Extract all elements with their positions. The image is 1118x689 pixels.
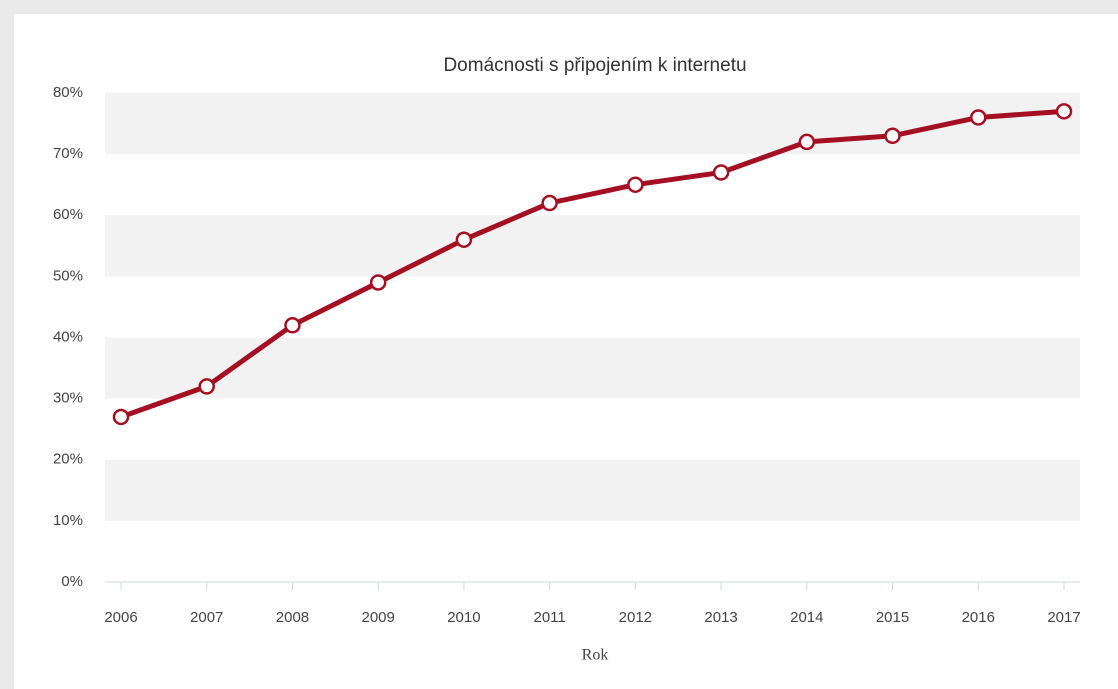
y-tick-label: 70% — [53, 145, 83, 162]
x-tick-label: 2015 — [876, 609, 909, 626]
data-line — [120, 108, 1065, 420]
x-tick-label: 2009 — [361, 609, 394, 626]
x-tick-label: 2017 — [1047, 609, 1080, 626]
data-point — [369, 274, 387, 291]
data-point — [112, 408, 130, 426]
y-tick-label: 50% — [53, 267, 83, 284]
data-point — [712, 164, 730, 181]
data-point — [970, 109, 987, 126]
x-tick-label: 2013 — [704, 609, 737, 626]
x-tick-label: 2010 — [447, 609, 480, 626]
y-tick-label: 80% — [53, 84, 83, 101]
data-point — [455, 231, 473, 248]
grid-band — [105, 93, 1080, 155]
data-point — [284, 317, 301, 334]
data-point — [884, 127, 901, 145]
data-point — [1055, 103, 1073, 120]
x-tick-label: 2012 — [619, 609, 652, 626]
y-tick-label: 20% — [53, 451, 83, 468]
data-point — [627, 176, 644, 193]
y-tick-label: 30% — [53, 390, 83, 407]
grid-band — [105, 459, 1080, 521]
x-axis-label: Rok — [582, 647, 609, 664]
data-point — [198, 378, 215, 395]
data-point — [798, 133, 816, 151]
x-tick-label: 2006 — [104, 609, 137, 626]
y-tick-label: 60% — [53, 206, 83, 223]
chart-title: Domácnosti s připojením k internetu — [443, 55, 746, 76]
data-point — [541, 194, 558, 212]
x-tick-label: 2014 — [790, 609, 823, 626]
y-tick-label: 0% — [61, 573, 83, 590]
x-tick-label: 2011 — [534, 609, 566, 626]
x-tick-label: 2007 — [190, 609, 223, 626]
x-tick-label: 2008 — [276, 609, 309, 626]
grid-band — [105, 215, 1080, 277]
x-tick-label: 2016 — [962, 609, 995, 626]
y-tick-label: 10% — [53, 512, 83, 529]
grid-band — [105, 337, 1080, 399]
y-tick-label: 40% — [53, 328, 83, 345]
